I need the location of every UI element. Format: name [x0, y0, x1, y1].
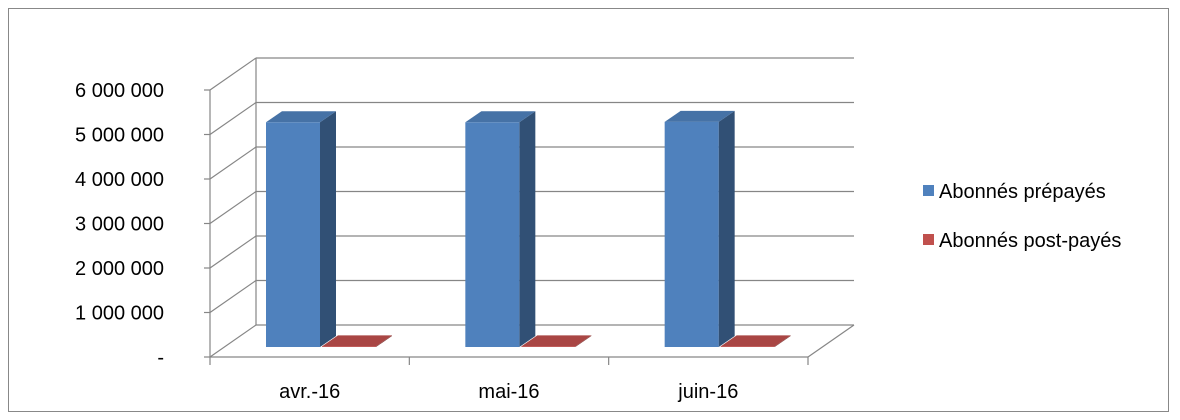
bar-front-face: [720, 346, 775, 347]
bar-top-face: [465, 111, 536, 123]
bar-side-face: [519, 111, 536, 348]
chart-gridlines: [209, 57, 854, 358]
bar-postpaid: [720, 335, 791, 347]
y-axis-tick-labels: - 1 000 000 2 000 000 3 000 000 4 000 000 5 0…: [75, 80, 164, 369]
x-tick-label: avr.-16: [279, 381, 340, 403]
side-gridline: [209, 102, 257, 135]
side-gridline: [209, 191, 257, 224]
y-tick-label: 4 000 000: [75, 169, 164, 191]
bar-top-face: [266, 111, 336, 123]
bar-side-face: [320, 111, 336, 348]
bar-prepaid: [266, 111, 336, 348]
side-gridline: [209, 235, 257, 269]
bar-front-face: [664, 121, 719, 347]
bar-side-face: [774, 335, 791, 347]
legend-label: Abonnés post-payés: [939, 230, 1121, 252]
y-tick-label: 3 000 000: [75, 214, 164, 236]
bar-front-face: [266, 122, 320, 348]
x-tick-label: juin-16: [677, 381, 738, 403]
bar-postpaid: [521, 335, 592, 347]
bar-front-face: [465, 122, 520, 348]
chart-frame: [8, 8, 1169, 412]
y-tick-label: 6 000 000: [75, 80, 164, 102]
y-tick-label: 1 000 000: [75, 303, 164, 325]
bar-top-face: [720, 335, 791, 347]
bar-prepaid: [465, 111, 536, 348]
chart-bars: [266, 110, 791, 348]
legend-swatch: [923, 234, 934, 245]
bar-top-face: [664, 110, 735, 122]
side-gridline: [209, 57, 257, 91]
bar-prepaid: [664, 110, 735, 347]
bar-postpaid: [322, 335, 392, 347]
legend-swatch: [923, 185, 934, 196]
bar-front-face: [322, 346, 376, 347]
y-tick-label: 5 000 000: [75, 125, 164, 147]
side-gridline: [209, 324, 257, 358]
x-axis-tick-labels: avr.-16 mai-16 juin-16: [279, 381, 738, 403]
y-tick-label: 2 000 000: [75, 258, 164, 280]
x-tick-label: mai-16: [478, 381, 539, 403]
bar-side-face: [575, 335, 592, 347]
bar-side-face: [376, 335, 392, 347]
y-tick-label: -: [157, 347, 164, 369]
chart-axes: [204, 89, 809, 365]
bar-top-face: [521, 335, 592, 347]
bar-side-face: [718, 110, 735, 347]
bar-front-face: [521, 346, 576, 347]
bar-top-face: [322, 335, 392, 347]
side-gridline: [209, 146, 257, 180]
legend-label: Abonnés prépayés: [939, 181, 1106, 203]
chart-legend: Abonnés prépayés Abonnés post-payés: [923, 181, 1121, 252]
floor-right-edge: [807, 324, 855, 358]
side-gridline: [209, 280, 257, 313]
